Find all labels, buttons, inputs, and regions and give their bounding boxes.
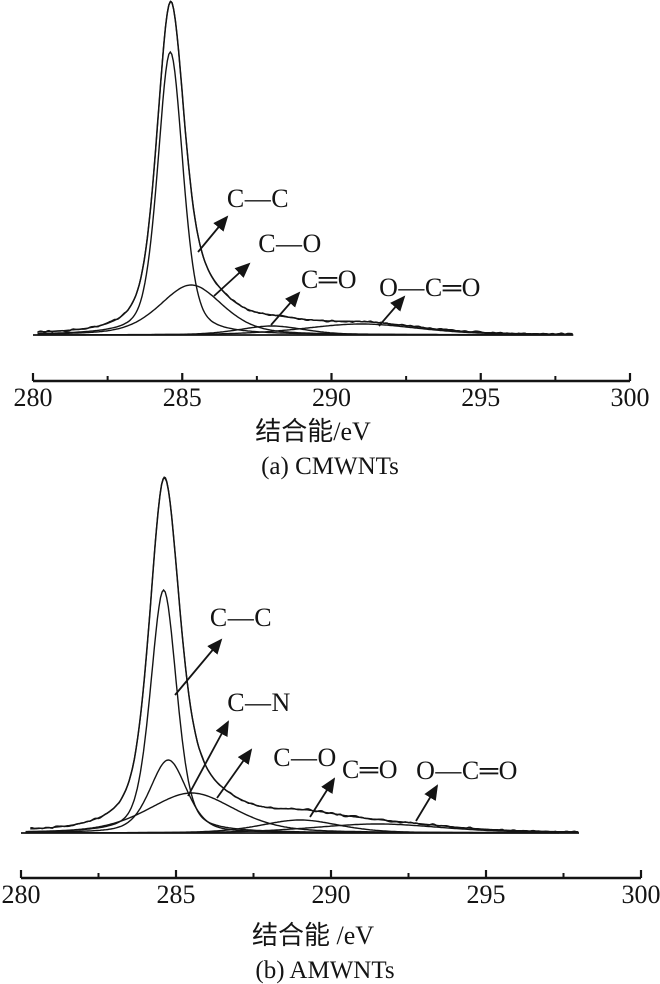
fit-curve-4-component [25, 823, 559, 834]
annotation-arrow [213, 262, 251, 297]
x-tick-label: 290 [312, 880, 351, 909]
peak-label: O—C═O [416, 756, 518, 785]
panel-caption: (b) AMWNTs [255, 957, 394, 984]
annotation-arrow [216, 748, 253, 799]
x-tick-label: 280 [14, 383, 53, 412]
annotation-arrow [197, 215, 229, 253]
fit-curve-0-cc [25, 588, 559, 834]
panel-b-amwnts: 280 285 290 295 300 结合能 /eV (b) AMWNTs C—C C—N C—… [2, 476, 660, 984]
annotation-arrow [378, 295, 406, 327]
annotation-arrow [270, 291, 301, 326]
peak-label: C—C [210, 603, 272, 632]
raw-data-trace [37, 0, 573, 336]
peak-label: C—N [227, 688, 291, 717]
raw-data-trace [30, 476, 578, 833]
peak-label: C—O [258, 229, 322, 258]
x-tick-label: 300 [622, 880, 660, 909]
x-tick-label: 300 [611, 383, 650, 412]
x-tick-label: 285 [163, 383, 202, 412]
peak-label: C—O [273, 743, 337, 772]
x-tick-label: 295 [461, 383, 500, 412]
panel-caption: (a) CMWNTs [261, 453, 399, 480]
annotation-arrow [174, 638, 223, 696]
peak-label: C═O [342, 755, 398, 784]
annotation-arrow [415, 784, 439, 822]
x-tick-label: 290 [312, 383, 351, 412]
x-tick-label: 295 [467, 880, 506, 909]
x-axis-title: 结合能/eV [255, 417, 371, 446]
x-axis-title: 结合能 /eV [252, 921, 374, 950]
peak-label: O—C═O [379, 273, 481, 302]
annotation-arrow [309, 777, 336, 818]
x-tick-label: 285 [157, 880, 196, 909]
peak-label: C—C [227, 184, 289, 213]
annotation-arrow [187, 720, 229, 797]
fit-curve-3-component [37, 323, 551, 336]
peak-label: C═O [301, 265, 357, 294]
x-tick-label: 280 [2, 880, 41, 909]
panel-a-cmwnts: 280 285 290 295 300 结合能/eV (a) CMWNTs C—C C—O C═O… [14, 0, 650, 480]
